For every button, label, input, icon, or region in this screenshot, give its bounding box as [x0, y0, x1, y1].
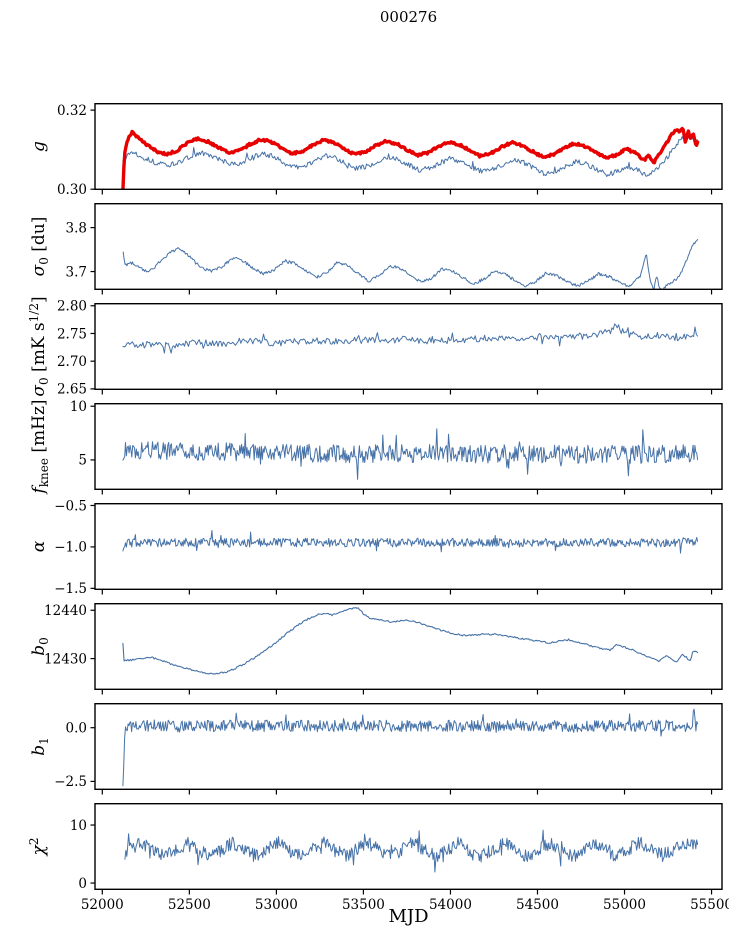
- axes-box: [94, 102, 723, 190]
- y-tick-label: 12440: [44, 603, 87, 619]
- axes-box: [94, 502, 723, 590]
- y-tick-label: 0: [78, 876, 87, 892]
- series-chi2: [124, 829, 699, 873]
- plot-area-g: [121, 126, 700, 190]
- series-b1: [122, 708, 699, 787]
- plot-area-b0: [122, 607, 699, 675]
- y-axis-label-chi2: χ2: [27, 838, 49, 857]
- y-tick-label: 0.32: [57, 103, 87, 119]
- y-axis-label-b1: b1: [29, 737, 51, 756]
- y-tick-label: 12430: [44, 651, 87, 667]
- y-axis-label-alpha: α: [29, 540, 49, 552]
- x-tick-label: 53000: [255, 897, 298, 913]
- y-tick-label: −0.5: [54, 498, 87, 514]
- series-g-red: [121, 126, 700, 190]
- y-axis-label-g: g: [29, 141, 49, 152]
- panel-sigma0-mK: 2.65 2.70 2.75 2.80 σ0 [mK s1/2]: [27, 296, 723, 398]
- series-f-knee: [122, 428, 699, 480]
- x-tick-label: 54000: [429, 897, 472, 913]
- y-axis-label-f-knee: fknee [mHz]: [29, 399, 51, 495]
- y-tick-label: −2.5: [54, 774, 87, 790]
- y-tick-label: −1.5: [54, 581, 87, 597]
- plot-area-alpha: [122, 529, 699, 554]
- panel-chi2: 52000 52500 53000 53500 54000 54500 55000 55500…: [27, 802, 729, 913]
- panel-f-knee: 5 10 fknee [mHz]: [29, 399, 723, 496]
- y-tick-label: 10: [70, 818, 87, 834]
- x-tick-label: 55000: [603, 897, 646, 913]
- plot-area-chi2: [124, 829, 699, 873]
- y-tick-label: 2.70: [57, 354, 87, 370]
- series-sigma0-du: [122, 239, 699, 290]
- axes-box: [94, 702, 723, 790]
- panel-g: 0.30 0.32 g: [29, 102, 723, 198]
- series-alpha: [122, 529, 699, 554]
- y-tick-label: 3.7: [66, 264, 87, 280]
- figure-title: 000276: [379, 8, 438, 26]
- plot-area-sigma0-du: [122, 239, 699, 290]
- y-tick-label: 2.80: [57, 299, 87, 315]
- y-tick-label: −1.0: [54, 540, 87, 556]
- plot-area-f-knee: [122, 428, 699, 480]
- x-tick-label: 53500: [342, 897, 385, 913]
- y-axis-label-sigma0-mK: σ0 [mK s1/2]: [27, 296, 51, 396]
- y-tick-label: 0.30: [57, 182, 87, 198]
- panel-alpha: −0.5 −1.0 −1.5 α: [29, 498, 723, 597]
- x-tick-label: 54500: [516, 897, 559, 913]
- y-tick-label: 2.75: [57, 326, 87, 342]
- panel-sigma0-du: 3.7 3.8 σ0 [du]: [29, 202, 723, 295]
- axes-box: [94, 602, 723, 690]
- series-g-blue: [122, 133, 699, 178]
- x-tick-label: 52000: [81, 897, 124, 913]
- panel-b1: 0.0 −2.5 b1: [29, 702, 723, 795]
- y-axis-label-b0: b0: [29, 637, 51, 656]
- y-tick-label: 3.8: [66, 220, 87, 236]
- plot-area-b1: [122, 708, 699, 787]
- plot-area-sigma0-mK: [122, 323, 699, 354]
- axes-box: [94, 302, 723, 390]
- series-b0: [122, 607, 699, 675]
- x-tick-label: 52500: [168, 897, 211, 913]
- axes-box: [94, 802, 723, 890]
- y-axis-label-sigma0-du: σ0 [du]: [29, 217, 51, 277]
- series-sigma0-mK: [122, 323, 699, 354]
- y-tick-label: 2.65: [57, 382, 87, 398]
- y-tick-label: 0.0: [66, 721, 87, 737]
- axes-box: [94, 402, 723, 490]
- panel-b0: 12430 12440 b0: [29, 602, 723, 695]
- y-tick-label: 10: [70, 399, 87, 415]
- y-tick-label: 5: [78, 453, 87, 469]
- x-tick-label: 55500: [690, 897, 729, 913]
- axes-box: [94, 202, 723, 290]
- x-axis-label: MJD: [388, 906, 429, 927]
